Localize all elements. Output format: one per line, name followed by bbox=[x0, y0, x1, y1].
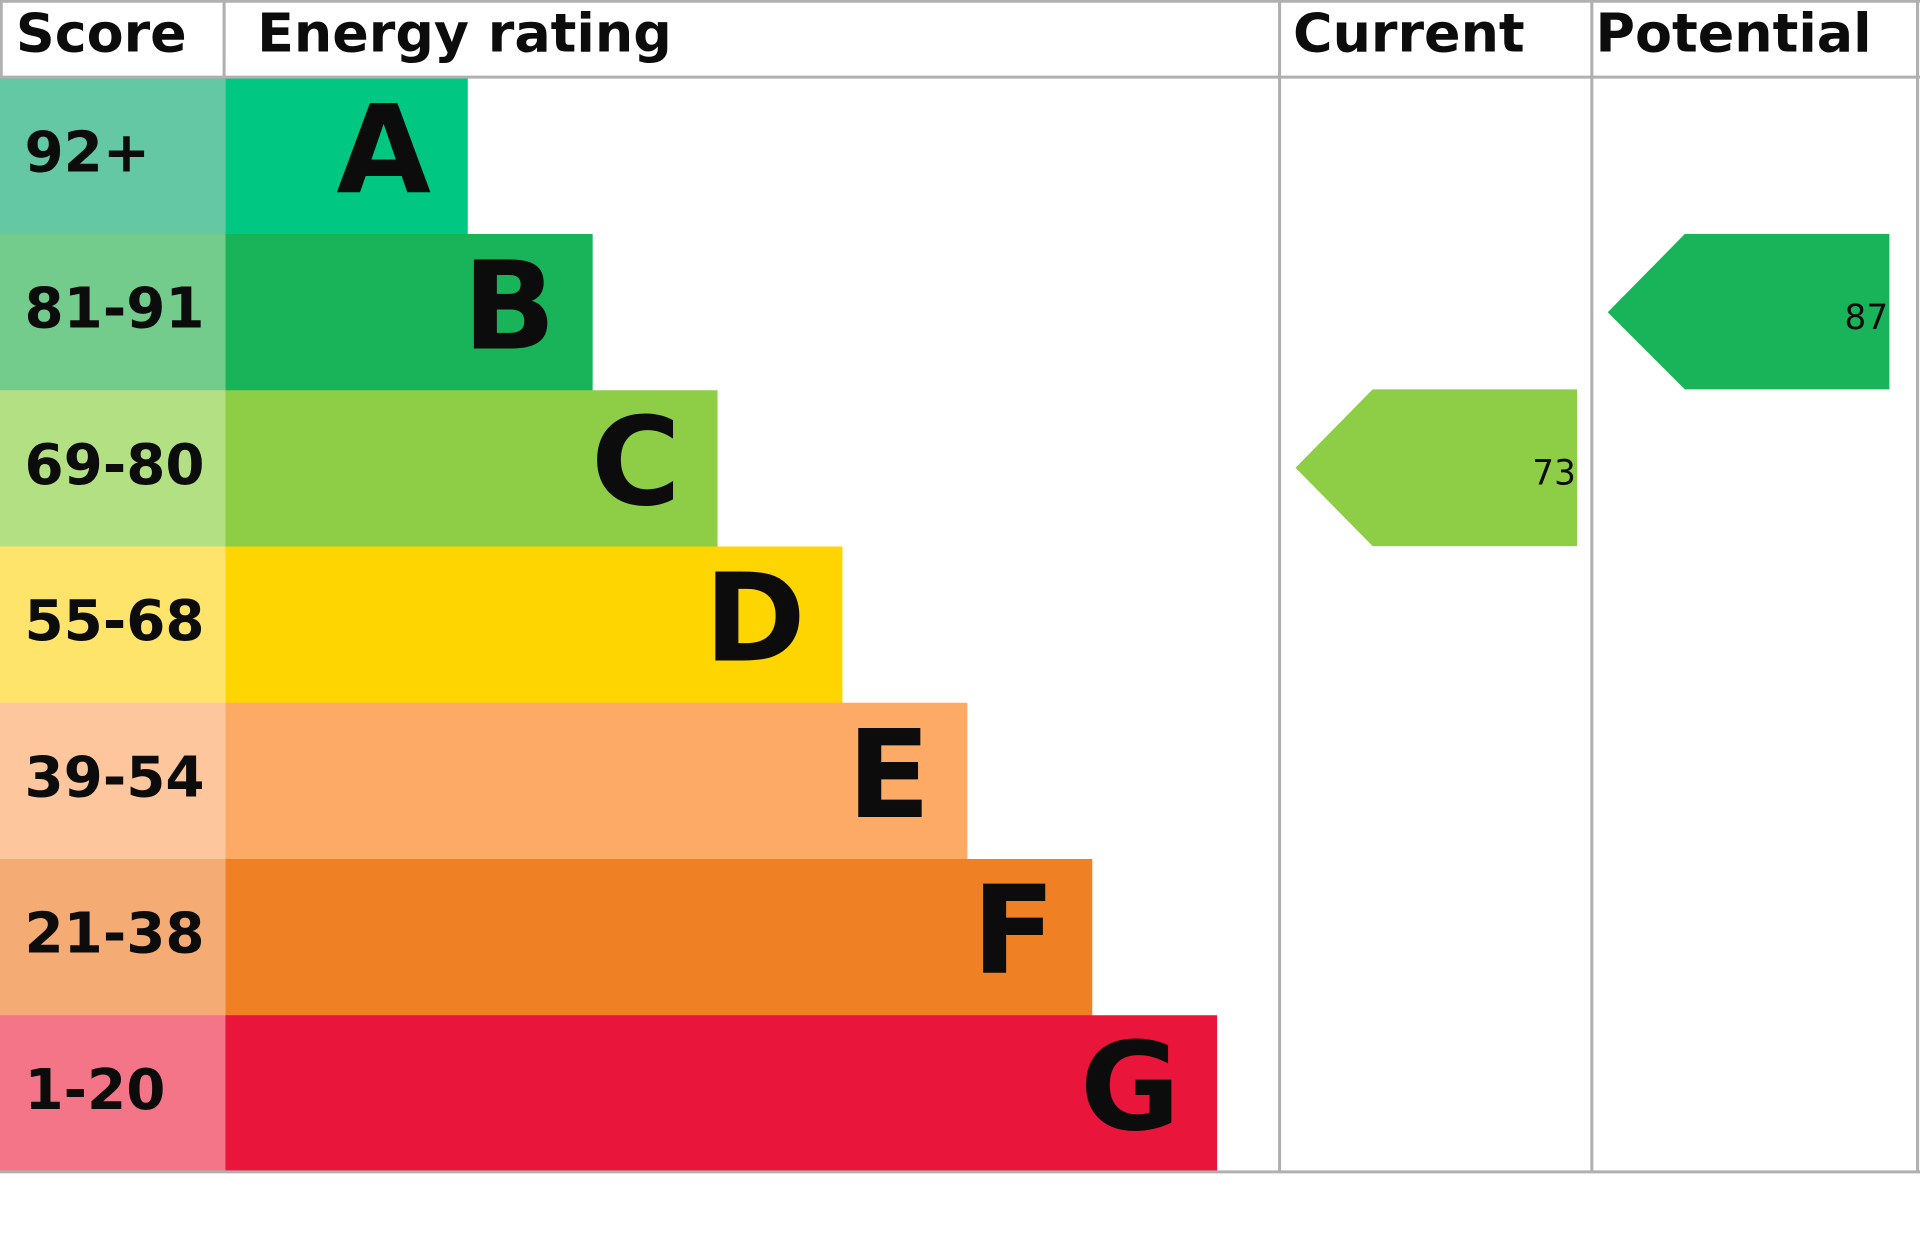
score-cell bbox=[0, 858, 226, 1016]
score-cell bbox=[0, 390, 226, 548]
band-bar bbox=[225, 546, 843, 704]
band-letter: D bbox=[704, 547, 806, 690]
score-cell bbox=[0, 1015, 226, 1173]
band-letter: F bbox=[972, 859, 1056, 1002]
score-label: 55-68 bbox=[24, 589, 204, 654]
score-label: 21-38 bbox=[24, 902, 204, 967]
band-bar bbox=[225, 1015, 1218, 1173]
potential-value: 87 bbox=[1845, 298, 1889, 338]
score-cell bbox=[0, 234, 226, 391]
score-label: 81-91 bbox=[24, 277, 204, 342]
band-bar bbox=[225, 390, 718, 548]
band-letter: G bbox=[1080, 1015, 1181, 1158]
band-bar bbox=[225, 234, 593, 391]
score-cell bbox=[0, 77, 226, 235]
band-letter: E bbox=[847, 703, 931, 846]
score-cell bbox=[0, 702, 226, 860]
score-label: 39-54 bbox=[24, 745, 204, 810]
header-rating: Energy rating bbox=[257, 1, 672, 64]
current-arrow bbox=[1295, 389, 1578, 547]
header-potential: Potential bbox=[1596, 1, 1872, 64]
potential-arrow bbox=[1607, 233, 1890, 390]
score-label: 92+ bbox=[24, 121, 150, 186]
band-bar bbox=[225, 77, 468, 235]
band-bar bbox=[225, 858, 1093, 1016]
current-value: 73 bbox=[1532, 454, 1576, 494]
band-bar bbox=[225, 702, 968, 860]
score-label: 1-20 bbox=[24, 1058, 165, 1123]
header-score: Score bbox=[16, 1, 187, 64]
header-current: Current bbox=[1293, 1, 1525, 64]
band-letter: B bbox=[463, 234, 556, 377]
band-letter: A bbox=[336, 78, 431, 221]
bands: 92+ A 81-91 B 69-80 C 55-68 D 39-54 E 21-38 F 1-20 G bbox=[0, 77, 1218, 1173]
score-label: 69-80 bbox=[24, 433, 204, 498]
band-letter: C bbox=[591, 391, 681, 534]
score-cell bbox=[0, 546, 226, 704]
